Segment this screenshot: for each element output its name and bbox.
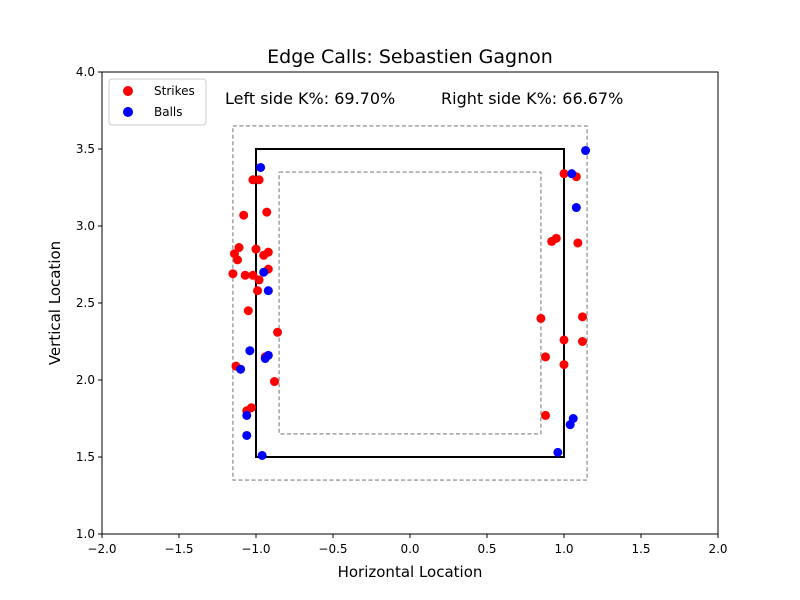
strikes-point	[559, 360, 569, 370]
balls-point	[571, 203, 581, 213]
x-tick-label: 0.5	[477, 542, 496, 556]
balls-point	[263, 286, 273, 296]
legend-label-strikes: Strikes	[154, 84, 195, 98]
y-tick-label: 2.5	[76, 296, 95, 310]
balls-point	[236, 364, 246, 374]
x-tick-label: 0.0	[400, 542, 419, 556]
balls-point	[245, 346, 255, 356]
legend-marker-strikes	[123, 86, 133, 96]
y-axis-label: Vertical Location	[46, 241, 64, 365]
inner-edge-boundary	[278, 171, 542, 435]
balls-point	[242, 430, 252, 440]
strikes-point	[577, 312, 587, 322]
right-side-k-annotation: Right side K%: 66.67%	[441, 89, 623, 108]
y-tick-label: 3.0	[76, 219, 95, 233]
strikes-point	[254, 275, 264, 285]
x-tick-label: −1.5	[164, 542, 193, 556]
left-side-k-annotation: Left side K%: 69.70%	[225, 89, 395, 108]
strikes-point	[262, 207, 272, 217]
strikes-point	[559, 169, 569, 179]
balls-point	[565, 420, 575, 430]
plot-area	[102, 72, 718, 534]
strikes-point	[253, 286, 263, 296]
y-tick-label: 1.0	[76, 527, 95, 541]
strikes-point	[547, 236, 557, 246]
y-axis-ticks: 1.0 1.5 2.0 2.5 3.0 3.5 4.0	[76, 65, 102, 541]
strikes-point	[541, 410, 551, 420]
outer-edge-boundary	[232, 125, 588, 481]
strikes-point	[243, 306, 253, 316]
x-tick-label: 1.0	[554, 542, 573, 556]
balls-point	[553, 447, 563, 457]
x-axis-ticks: −2.0 −1.5 −1.0 −0.5 0.0 0.5 1.0 1.5 2.0	[87, 534, 728, 556]
legend-marker-balls	[123, 107, 133, 117]
strike-zone-group	[232, 125, 588, 481]
y-tick-label: 3.5	[76, 142, 95, 156]
y-tick-label: 4.0	[76, 65, 95, 79]
data-points-group	[228, 146, 591, 460]
strikes-point	[536, 313, 546, 323]
strikes-point	[248, 175, 258, 185]
balls-point	[567, 169, 577, 179]
balls-point	[242, 410, 252, 420]
strikes-point	[577, 337, 587, 346]
legend-label-balls: Balls	[154, 105, 183, 119]
strikes-point	[559, 335, 569, 345]
balls-point	[257, 450, 267, 460]
strikes-point	[251, 244, 261, 254]
x-tick-label: −2.0	[87, 542, 116, 556]
balls-point	[260, 353, 270, 363]
y-tick-label: 2.0	[76, 373, 95, 387]
strikes-point	[573, 238, 583, 248]
strike-zone	[255, 148, 565, 458]
strikes-point	[240, 270, 250, 280]
legend-box	[108, 78, 207, 126]
x-tick-label: 2.0	[708, 542, 727, 556]
y-tick-label: 1.5	[76, 450, 95, 464]
strikes-point	[234, 243, 244, 253]
balls-point	[581, 146, 591, 156]
x-axis-label: Horizontal Location	[338, 563, 483, 581]
balls-point	[256, 162, 266, 172]
strikes-point	[269, 377, 279, 387]
balls-point	[259, 267, 269, 277]
strikes-point	[254, 175, 264, 185]
chart-title: Edge Calls: Sebastien Gagnon	[267, 46, 553, 68]
strikes-point	[541, 352, 551, 362]
strikes-point	[228, 269, 238, 279]
strikes-point	[248, 270, 258, 280]
legend: Strikes Balls	[108, 78, 207, 126]
x-tick-label: −0.5	[318, 542, 347, 556]
x-tick-label: 1.5	[631, 542, 650, 556]
strikes-point	[273, 327, 283, 337]
strikes-point	[233, 255, 243, 265]
x-tick-label: −1.0	[241, 542, 270, 556]
strikes-point	[239, 210, 249, 220]
strikes-point	[263, 247, 273, 257]
